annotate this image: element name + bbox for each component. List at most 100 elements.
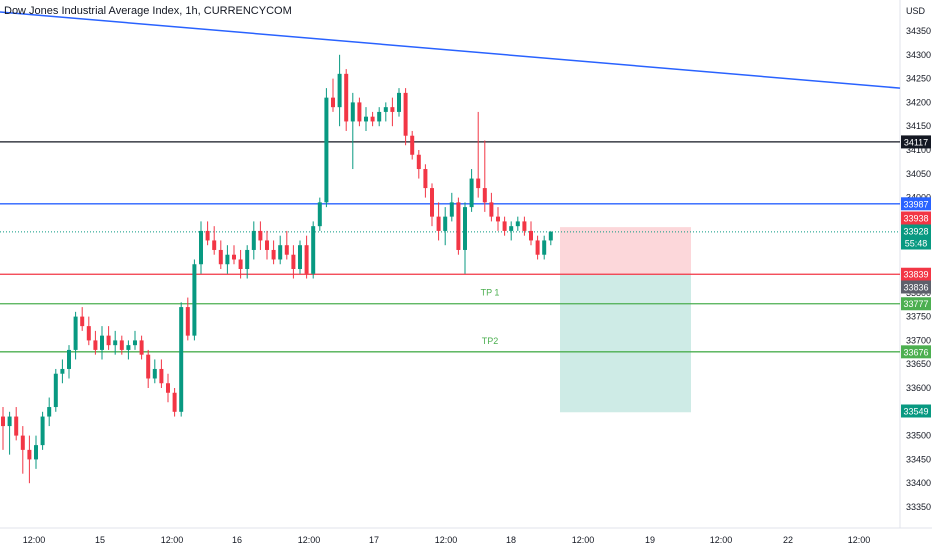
candle-body — [304, 245, 309, 274]
candle — [298, 240, 302, 274]
candle-body — [271, 249, 276, 260]
y-tick-label: 34350 — [906, 26, 931, 36]
candle — [496, 207, 500, 231]
candle — [410, 130, 415, 160]
level-label-bg — [901, 345, 931, 359]
candle — [7, 411, 12, 455]
candle-body — [67, 349, 71, 369]
candle-body — [40, 416, 45, 446]
candle-body — [443, 216, 448, 231]
candle — [390, 97, 395, 127]
candle-body — [463, 207, 467, 250]
level-label: 34117 — [904, 137, 928, 147]
candle — [456, 197, 461, 255]
candle — [47, 397, 52, 427]
candle-body — [152, 368, 157, 379]
candle-body — [278, 245, 283, 260]
candle-body — [509, 226, 514, 231]
candle — [192, 259, 197, 341]
candle — [126, 340, 131, 360]
candle-body — [86, 326, 91, 341]
candle-body — [529, 230, 533, 241]
candle — [278, 235, 283, 265]
level-label-bg — [901, 135, 931, 149]
candle-body — [265, 240, 269, 250]
candle-body — [53, 373, 58, 408]
candle — [1, 407, 5, 450]
candle-body — [212, 240, 217, 250]
candle-body — [199, 230, 203, 265]
candle-body — [119, 340, 124, 350]
stop-loss-zone — [560, 227, 691, 275]
level-label: 33987 — [903, 199, 928, 209]
candle-body — [27, 449, 32, 460]
price-label: 33836 — [903, 283, 928, 293]
y-tick-label: 34250 — [906, 74, 931, 84]
y-tick-label: 33650 — [906, 359, 931, 369]
candle — [337, 54, 342, 127]
candle-body — [225, 254, 230, 265]
y-tick-label: 34050 — [906, 169, 931, 179]
candle-body — [159, 368, 164, 384]
x-tick-label: 15 — [95, 535, 105, 545]
y-tick-label: 34100 — [906, 145, 931, 155]
level-label-bg — [901, 297, 931, 311]
candle — [370, 111, 375, 127]
level-label-bg — [901, 197, 931, 211]
candle-body — [1, 416, 5, 427]
price-label: 55:48 — [905, 239, 928, 249]
candle — [185, 297, 190, 341]
candle-body — [7, 416, 12, 427]
y-tick-label: 34150 — [906, 121, 931, 131]
candle — [449, 192, 454, 222]
candle-body — [284, 245, 289, 255]
candle — [232, 245, 236, 265]
candle — [324, 88, 329, 208]
candle — [383, 102, 388, 122]
candle-body — [205, 230, 210, 241]
candle — [469, 169, 474, 212]
candle — [245, 245, 250, 279]
candle-body — [515, 221, 520, 227]
x-tick-label: 12:00 — [435, 535, 458, 545]
candle — [258, 221, 263, 250]
candle-body — [548, 231, 553, 241]
candle-body — [383, 107, 388, 112]
chart-title: Dow Jones Industrial Average Index, 1h, … — [4, 5, 292, 17]
candle — [166, 373, 170, 403]
candle — [100, 326, 104, 360]
x-tick-label: 18 — [506, 535, 516, 545]
candle — [502, 216, 507, 236]
candle — [218, 240, 223, 269]
candle-body — [311, 226, 316, 274]
candle-body — [139, 340, 144, 355]
x-tick-label: 19 — [645, 535, 655, 545]
x-tick-label: 22 — [783, 535, 793, 545]
candle — [364, 107, 368, 131]
candle-body — [357, 102, 362, 122]
candle — [225, 245, 230, 274]
y-tick-label: 33750 — [906, 312, 931, 322]
y-tick-label: 33350 — [906, 502, 931, 512]
candle-body — [324, 97, 329, 203]
candle — [139, 335, 144, 360]
candle-body — [238, 259, 243, 269]
candle-body — [476, 178, 481, 189]
candle-body — [14, 416, 19, 436]
candle — [152, 359, 157, 384]
candle-body — [364, 116, 368, 122]
candle-body — [449, 202, 454, 217]
candle — [265, 230, 269, 260]
candle-body — [251, 230, 256, 250]
candle — [397, 88, 401, 117]
price-label: 33928 — [903, 227, 928, 237]
candle-body — [410, 135, 415, 155]
candle — [509, 221, 514, 241]
level-label-bg — [901, 267, 931, 281]
candle-body — [390, 107, 395, 112]
candle — [304, 235, 309, 279]
candle — [311, 221, 316, 279]
candle — [27, 435, 32, 484]
